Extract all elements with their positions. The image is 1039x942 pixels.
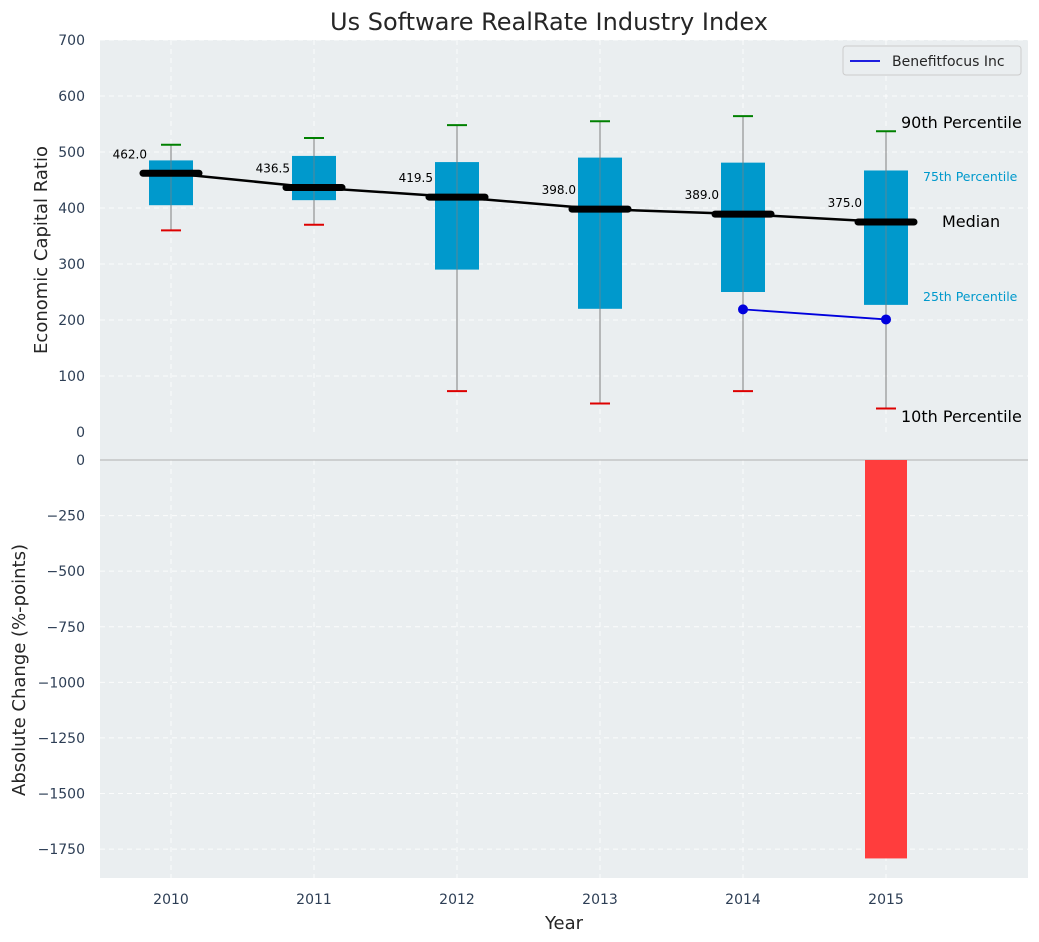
boxplot-2010 bbox=[149, 143, 193, 232]
annotation-25th-percentile: 25th Percentile bbox=[923, 289, 1018, 304]
boxplot-2013 bbox=[578, 120, 622, 405]
chart-title: Us Software RealRate Industry Index bbox=[330, 8, 768, 36]
median-value-labels: 462.0 436.5 419.5 398.0 389.0 375.0 bbox=[113, 147, 862, 210]
x-ticks: 2010 2011 2012 2013 2014 2015 bbox=[153, 892, 904, 908]
boxplot-2011 bbox=[292, 137, 336, 226]
company-point-2015 bbox=[881, 314, 891, 325]
y-tick-top-5: 500 bbox=[58, 145, 85, 161]
y-tick-top-7: 700 bbox=[58, 33, 85, 49]
annotation-90th-percentile: 90th Percentile bbox=[901, 113, 1022, 132]
y-tick-bottom-3: −750 bbox=[47, 620, 85, 636]
company-line-0 bbox=[742, 308, 887, 321]
legend-box bbox=[842, 45, 1022, 76]
y-tick-bottom-7: −1750 bbox=[38, 842, 85, 858]
y-tick-bottom-6: −1500 bbox=[38, 787, 85, 803]
median-label-2015: 375.0 bbox=[828, 196, 862, 210]
median-markers bbox=[139, 169, 918, 226]
legend: Benefitfocus Inc bbox=[842, 45, 1022, 76]
median-label-2014: 389.0 bbox=[685, 188, 719, 202]
median-label-2012: 419.5 bbox=[399, 171, 433, 185]
y-axis-label-top: Economic Capital Ratio bbox=[31, 146, 52, 354]
median-label-2013: 398.0 bbox=[542, 183, 576, 197]
x-tick-2015: 2015 bbox=[868, 892, 904, 908]
annotation-median: Median bbox=[942, 212, 1000, 231]
y-tick-top-1: 100 bbox=[58, 369, 85, 385]
y-tick-top-6: 600 bbox=[58, 89, 85, 105]
median-label-2011: 436.5 bbox=[256, 162, 290, 176]
y-tick-bottom-2: −500 bbox=[47, 564, 85, 580]
change-bars bbox=[865, 460, 907, 859]
y-axis-label-bottom: Absolute Change (%-points) bbox=[9, 544, 30, 796]
y-tick-bottom-1: −250 bbox=[47, 509, 85, 525]
y-ticks-bottom: 0 −250 −500 −750 −1000 −1250 −1500 −1750 bbox=[38, 453, 85, 858]
y-tick-top-3: 300 bbox=[58, 257, 85, 273]
x-axis-label: Year bbox=[544, 913, 584, 934]
company-series bbox=[738, 304, 891, 325]
x-tick-2013: 2013 bbox=[582, 892, 618, 908]
y-tick-top-4: 400 bbox=[58, 201, 85, 217]
boxplot-2015 bbox=[864, 130, 908, 410]
change-bar-2015 bbox=[865, 460, 907, 859]
y-tick-bottom-0: 0 bbox=[76, 453, 85, 469]
boxplots bbox=[149, 115, 908, 410]
boxplot-2012 bbox=[435, 124, 479, 393]
y-tick-bottom-4: −1000 bbox=[38, 675, 85, 691]
annotation-10th-percentile: 10th Percentile bbox=[901, 407, 1022, 426]
y-tick-top-2: 200 bbox=[58, 313, 85, 329]
y-tick-top-0: 0 bbox=[76, 425, 85, 441]
x-tick-2014: 2014 bbox=[725, 892, 761, 908]
x-tick-2010: 2010 bbox=[153, 892, 189, 908]
y-ticks-top: 0 100 200 300 400 500 600 700 bbox=[58, 33, 85, 441]
annotation-75th-percentile: 75th Percentile bbox=[923, 169, 1018, 184]
boxplot-2014 bbox=[721, 115, 765, 393]
x-tick-2011: 2011 bbox=[296, 892, 332, 908]
y-tick-bottom-5: −1250 bbox=[38, 731, 85, 747]
legend-entry-benefitfocus: Benefitfocus Inc bbox=[892, 54, 1005, 70]
company-point-2014 bbox=[738, 304, 748, 315]
x-tick-2012: 2012 bbox=[439, 892, 475, 908]
median-label-2010: 462.0 bbox=[113, 147, 147, 161]
